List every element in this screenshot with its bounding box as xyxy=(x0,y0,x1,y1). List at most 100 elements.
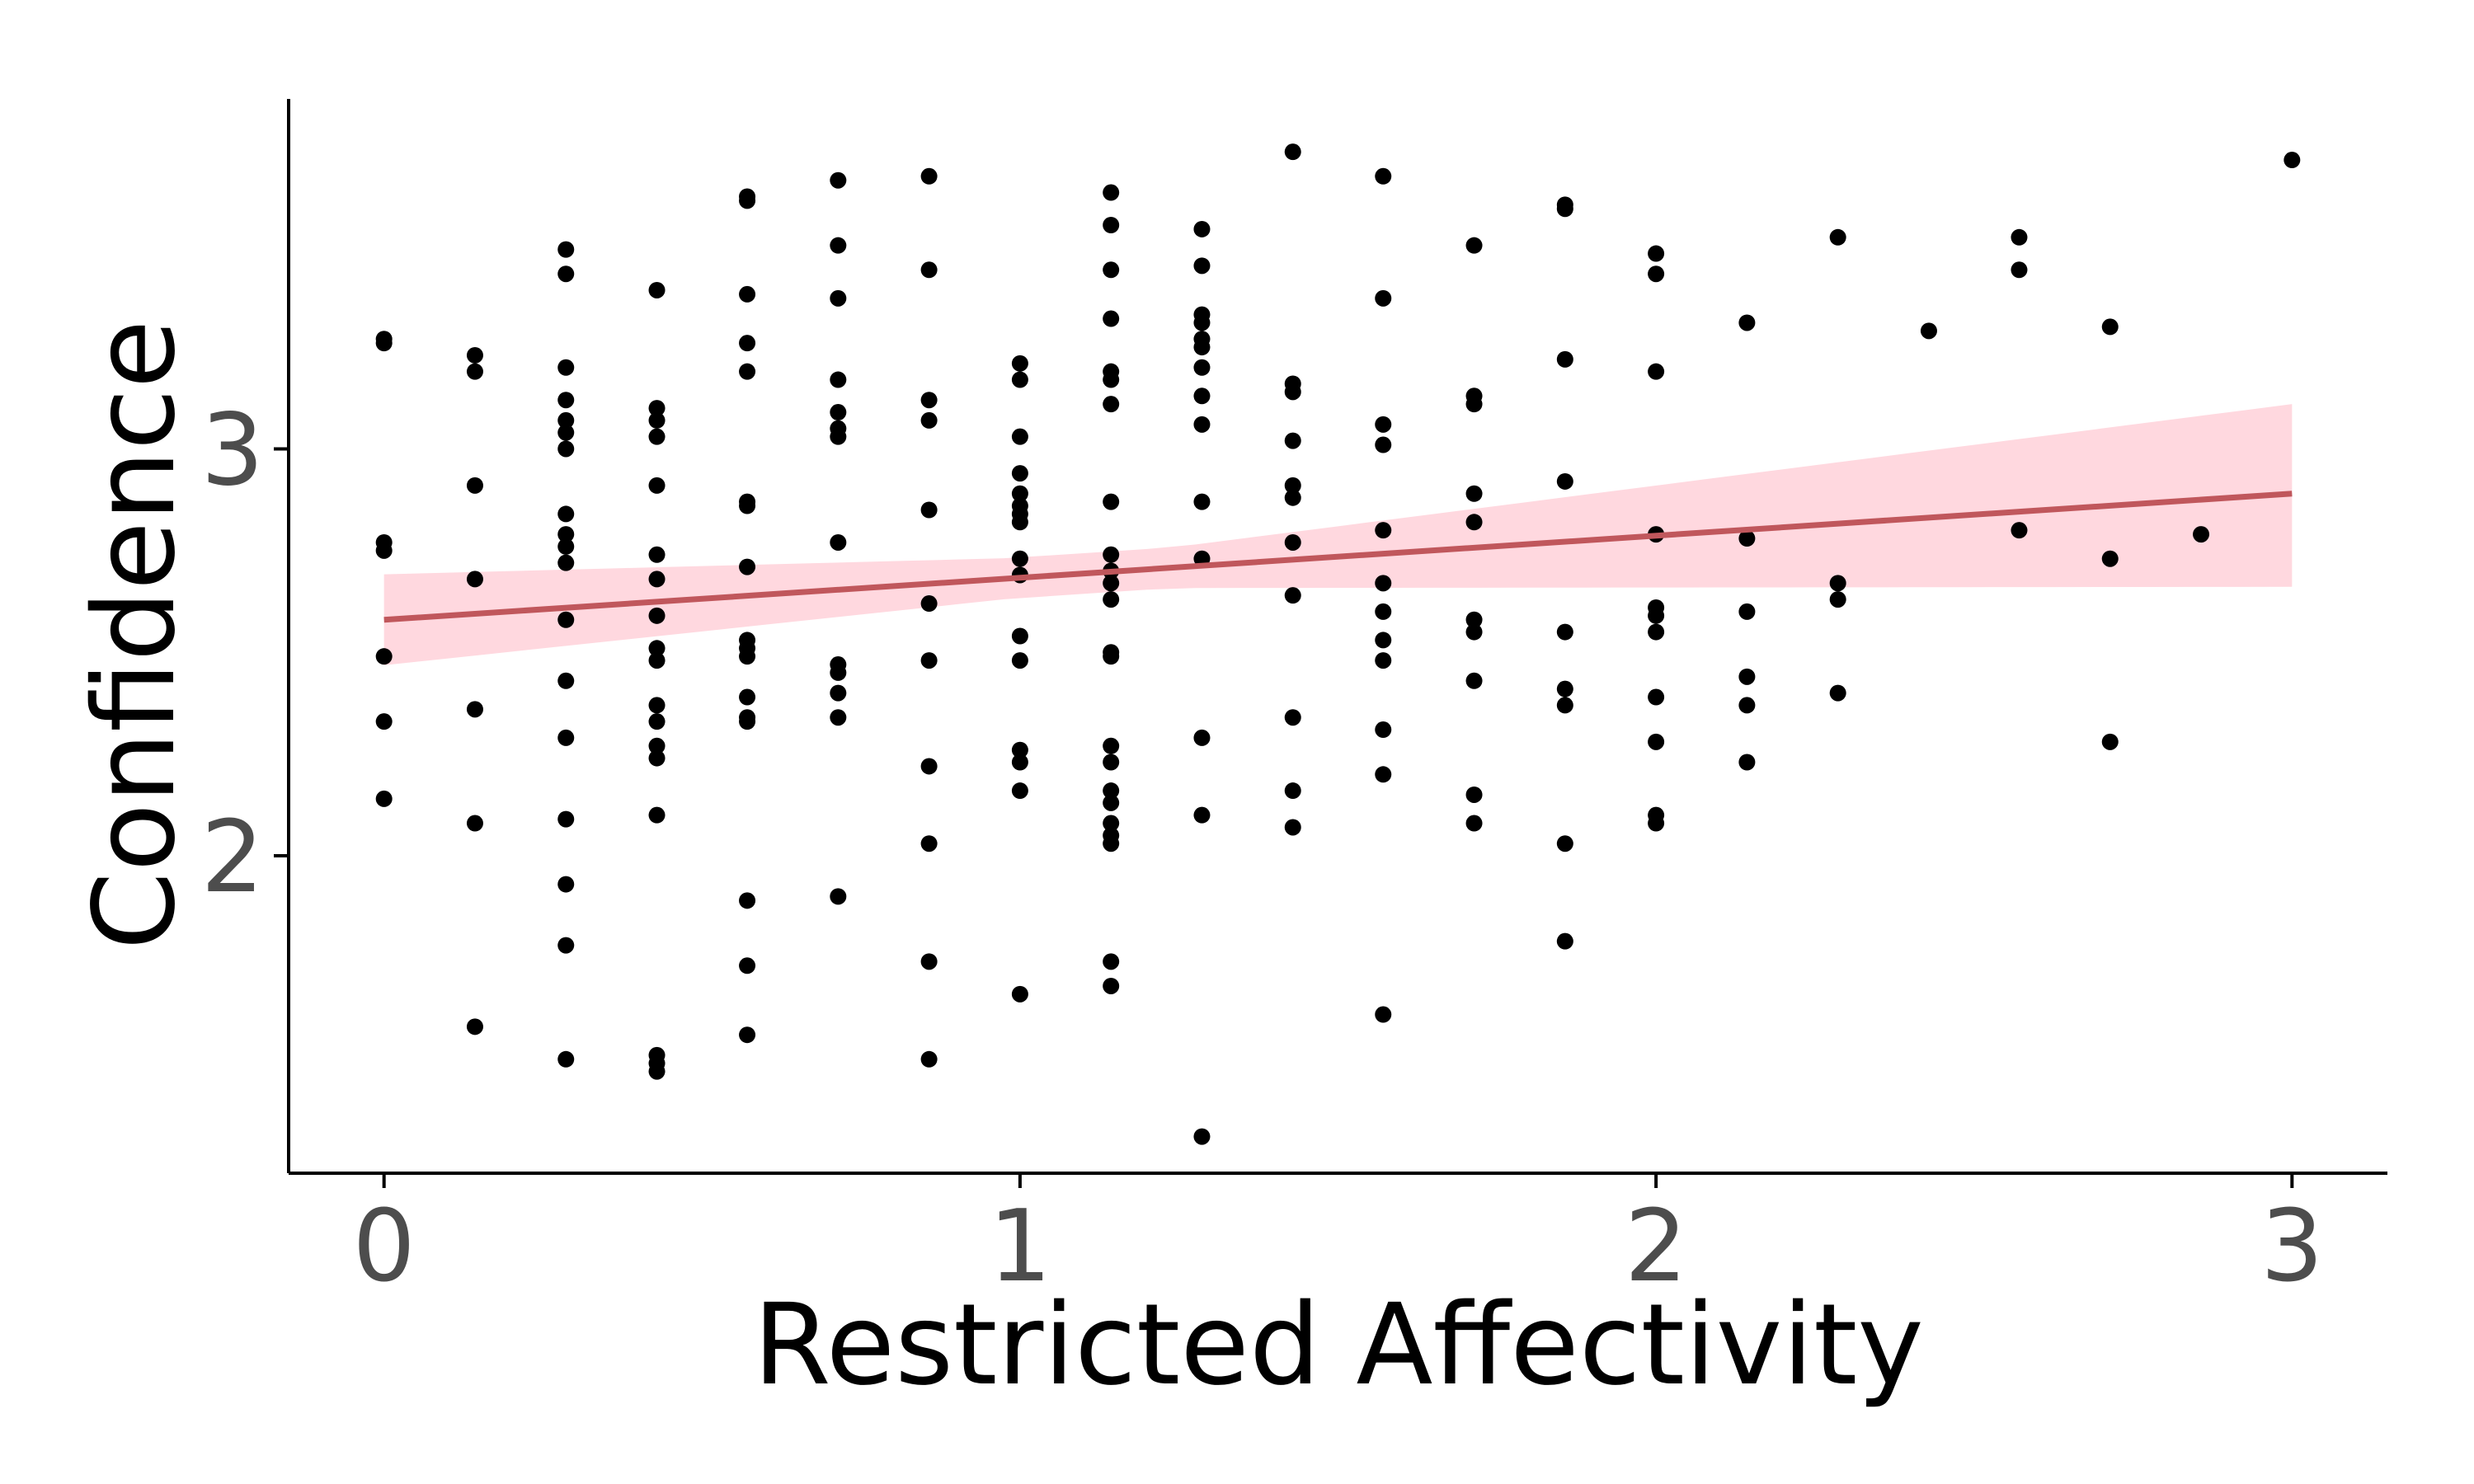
data-point xyxy=(648,546,666,563)
data-point xyxy=(375,335,393,352)
data-point xyxy=(557,672,575,689)
data-point xyxy=(2101,550,2119,567)
confidence-band-layer xyxy=(383,404,2293,665)
data-point xyxy=(1375,289,1392,307)
data-point xyxy=(1375,575,1392,592)
confidence-band xyxy=(383,404,2293,665)
data-point xyxy=(1284,143,1301,161)
data-point xyxy=(2011,228,2028,246)
data-point xyxy=(1465,514,1483,531)
data-point xyxy=(557,392,575,409)
data-point xyxy=(920,595,938,613)
data-point xyxy=(1193,339,1211,356)
data-point xyxy=(1738,530,1756,547)
data-point xyxy=(557,505,575,523)
data-point xyxy=(557,729,575,746)
data-point xyxy=(1103,217,1120,234)
data-point xyxy=(1738,603,1756,620)
data-point xyxy=(375,648,393,665)
data-point xyxy=(1375,416,1392,433)
data-point xyxy=(920,411,938,429)
data-point xyxy=(1284,489,1301,506)
data-point xyxy=(830,371,847,388)
data-point xyxy=(1011,741,1028,758)
data-point xyxy=(1465,672,1483,689)
data-point xyxy=(1375,721,1392,739)
data-point xyxy=(739,688,756,706)
data-point xyxy=(1011,627,1028,645)
data-point xyxy=(1193,314,1211,331)
data-point xyxy=(466,701,483,718)
data-point xyxy=(1648,688,1665,706)
data-point xyxy=(1284,432,1301,449)
data-point xyxy=(920,261,938,279)
data-point xyxy=(1648,265,1665,283)
data-point xyxy=(557,876,575,893)
data-point xyxy=(830,709,847,726)
data-point xyxy=(1465,237,1483,254)
data-point xyxy=(830,888,847,905)
data-point xyxy=(2011,522,2028,539)
data-point xyxy=(739,285,756,303)
data-point xyxy=(1011,485,1028,502)
data-point xyxy=(648,737,666,754)
data-point xyxy=(648,697,666,714)
y-axis-title: Confidence xyxy=(70,320,200,951)
data-point xyxy=(1829,575,1846,592)
data-point xyxy=(557,241,575,258)
data-point xyxy=(830,684,847,702)
data-point xyxy=(1103,546,1120,563)
data-point xyxy=(2011,261,2028,279)
data-point xyxy=(1465,396,1483,413)
data-point xyxy=(1103,371,1120,388)
data-point xyxy=(1103,261,1120,279)
data-point xyxy=(1556,697,1573,714)
data-point xyxy=(1375,652,1392,669)
data-point xyxy=(1738,668,1756,685)
data-point xyxy=(830,404,847,421)
data-point xyxy=(1103,396,1120,413)
data-point xyxy=(1648,607,1665,624)
data-point xyxy=(1103,493,1120,510)
data-point xyxy=(920,652,938,669)
data-point xyxy=(466,346,483,364)
data-point xyxy=(2284,152,2301,169)
fit-line xyxy=(383,491,2293,623)
data-point xyxy=(1011,985,1028,1003)
data-point xyxy=(1284,383,1301,401)
data-point xyxy=(1103,648,1120,665)
x-tick-label: 0 xyxy=(353,1190,416,1304)
data-point xyxy=(1103,310,1120,327)
x-tick-label: 2 xyxy=(1625,1190,1687,1304)
data-point xyxy=(1556,350,1573,368)
data-point xyxy=(1103,835,1120,852)
fit-line-layer xyxy=(383,491,2293,623)
data-point xyxy=(2101,318,2119,336)
data-point xyxy=(1193,359,1211,376)
data-point xyxy=(1011,428,1028,445)
data-point xyxy=(557,424,575,441)
data-point xyxy=(1648,363,1665,380)
data-point xyxy=(830,289,847,307)
data-point xyxy=(1375,632,1392,649)
data-point xyxy=(466,477,483,494)
data-point xyxy=(830,171,847,189)
data-point xyxy=(1556,200,1573,218)
data-point xyxy=(557,411,575,429)
data-point xyxy=(1103,575,1120,592)
data-point xyxy=(1465,485,1483,502)
data-point xyxy=(1103,794,1120,811)
data-point xyxy=(739,713,756,730)
data-point xyxy=(1011,754,1028,771)
data-point xyxy=(1193,416,1211,433)
data-point xyxy=(1375,766,1392,783)
data-point xyxy=(739,1026,756,1044)
data-point xyxy=(557,440,575,458)
data-point xyxy=(1556,835,1573,852)
data-point xyxy=(1103,184,1120,201)
data-point xyxy=(648,607,666,624)
data-point xyxy=(466,571,483,588)
data-point xyxy=(1465,786,1483,803)
data-point xyxy=(920,953,938,970)
